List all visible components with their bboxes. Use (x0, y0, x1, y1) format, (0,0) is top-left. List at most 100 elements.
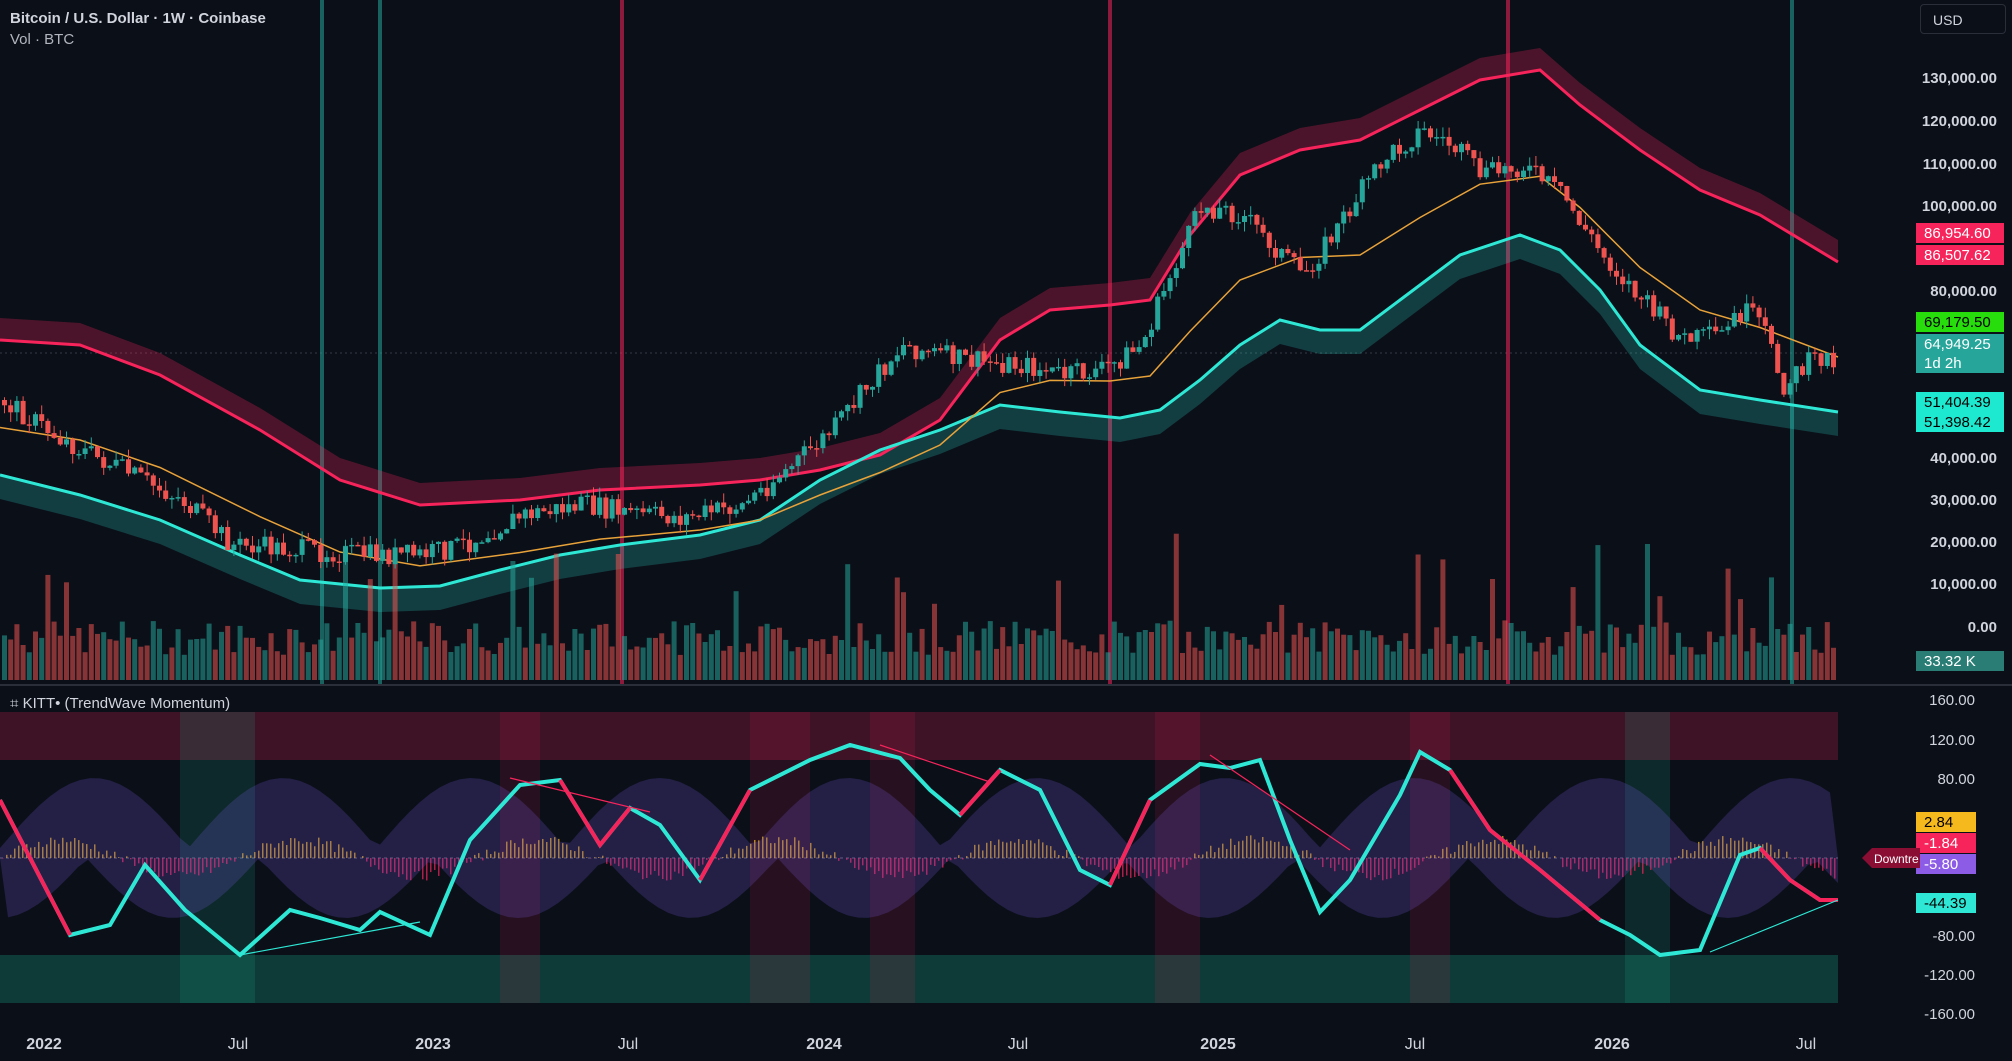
indicator-badge[interactable] (1916, 854, 1976, 874)
candle[interactable] (535, 508, 541, 518)
volume-bar[interactable] (839, 640, 844, 680)
volume-bar[interactable] (1576, 625, 1582, 680)
candle[interactable] (876, 364, 882, 387)
volume-bar[interactable] (671, 621, 677, 680)
volume-bar[interactable] (1471, 636, 1477, 680)
candle[interactable] (330, 557, 336, 562)
candle[interactable] (1775, 343, 1781, 373)
volume-bar[interactable] (510, 561, 516, 680)
volume-bar[interactable] (1378, 635, 1384, 680)
volume-bar[interactable] (504, 637, 510, 680)
candle[interactable] (8, 405, 14, 413)
price-badge[interactable] (1916, 223, 2004, 243)
volume-bar[interactable] (219, 631, 224, 680)
candle[interactable] (367, 544, 373, 557)
volume-bar[interactable] (262, 650, 268, 680)
volume-bar[interactable] (764, 623, 770, 680)
volume-bar[interactable] (963, 621, 968, 680)
candle[interactable] (1049, 367, 1055, 372)
candle[interactable] (975, 351, 981, 367)
candle[interactable] (157, 485, 162, 491)
candle[interactable] (547, 511, 553, 515)
volume-bar[interactable] (956, 635, 962, 680)
candle[interactable] (70, 439, 76, 454)
volume-bar[interactable] (1781, 634, 1787, 680)
volume-bar[interactable] (1620, 647, 1626, 680)
volume-bar[interactable] (82, 652, 88, 680)
candle[interactable] (45, 420, 51, 434)
volume-bar[interactable] (1248, 644, 1254, 680)
candle[interactable] (1266, 232, 1272, 248)
candle[interactable] (1390, 144, 1396, 160)
volume-bar[interactable] (752, 651, 758, 680)
volume-bar[interactable] (1217, 649, 1223, 680)
volume-bar[interactable] (1180, 653, 1185, 680)
candle[interactable] (1465, 143, 1471, 151)
candle[interactable] (1533, 165, 1539, 168)
candle[interactable] (454, 538, 460, 541)
candle[interactable] (1080, 363, 1086, 379)
volume-bar[interactable] (88, 624, 94, 680)
candle[interactable] (665, 516, 671, 524)
candle[interactable] (1130, 347, 1136, 352)
candle[interactable] (615, 499, 621, 515)
volume-bar[interactable] (1142, 630, 1148, 680)
candle[interactable] (671, 515, 677, 524)
candle[interactable] (1614, 270, 1619, 277)
candle[interactable] (1322, 236, 1328, 264)
volume-bar[interactable] (876, 634, 882, 680)
candle[interactable] (863, 385, 869, 390)
candle[interactable] (956, 349, 962, 364)
volume-bar[interactable] (560, 643, 565, 680)
volume-bar[interactable] (274, 651, 280, 680)
volume-bar[interactable] (516, 626, 522, 680)
volume-bar[interactable] (1521, 631, 1526, 680)
volume-bar[interactable] (150, 621, 156, 680)
volume-bar[interactable] (1149, 632, 1154, 680)
volume-bar[interactable] (578, 633, 584, 680)
candle[interactable] (1192, 211, 1198, 226)
candle[interactable] (1062, 366, 1068, 379)
candle[interactable] (411, 544, 417, 556)
candle[interactable] (1483, 167, 1489, 178)
volume-bar[interactable] (281, 654, 286, 680)
candle[interactable] (1421, 128, 1427, 130)
candle[interactable] (26, 424, 32, 426)
candle[interactable] (1676, 335, 1681, 340)
candle[interactable] (504, 529, 510, 534)
volume-bar[interactable] (851, 647, 857, 680)
candle[interactable] (1111, 362, 1117, 364)
volume-bar[interactable] (1223, 631, 1229, 680)
volume-bar[interactable] (566, 650, 572, 680)
candle[interactable] (950, 345, 956, 364)
volume-bar[interactable] (1514, 631, 1520, 680)
candle[interactable] (839, 411, 844, 418)
volume-bar[interactable] (615, 554, 621, 680)
candle[interactable] (1521, 170, 1526, 177)
volume-bar[interactable] (460, 643, 466, 680)
volume-bar[interactable] (212, 649, 218, 680)
candle[interactable] (442, 541, 448, 560)
volume-bar[interactable] (1713, 642, 1719, 680)
volume-bar[interactable] (1031, 630, 1037, 680)
volume-bar[interactable] (243, 637, 249, 680)
candle[interactable] (1093, 368, 1099, 378)
volume-bar[interactable] (1831, 647, 1836, 680)
candle[interactable] (609, 499, 615, 519)
candle[interactable] (932, 348, 937, 352)
candle[interactable] (324, 557, 330, 562)
candle[interactable] (14, 400, 20, 413)
volume-bar[interactable] (727, 646, 733, 680)
volume-bar[interactable] (386, 629, 392, 680)
volume-bar[interactable] (1490, 579, 1495, 680)
indicator-badge[interactable] (1916, 893, 1976, 913)
candle[interactable] (1254, 214, 1260, 225)
candle[interactable] (39, 414, 45, 421)
candle[interactable] (51, 433, 57, 438)
volume-bar[interactable] (436, 625, 441, 680)
volume-bar[interactable] (324, 623, 330, 680)
candle[interactable] (1477, 158, 1483, 178)
candle[interactable] (188, 506, 193, 513)
candle[interactable] (1800, 366, 1805, 375)
candle[interactable] (1434, 137, 1440, 139)
